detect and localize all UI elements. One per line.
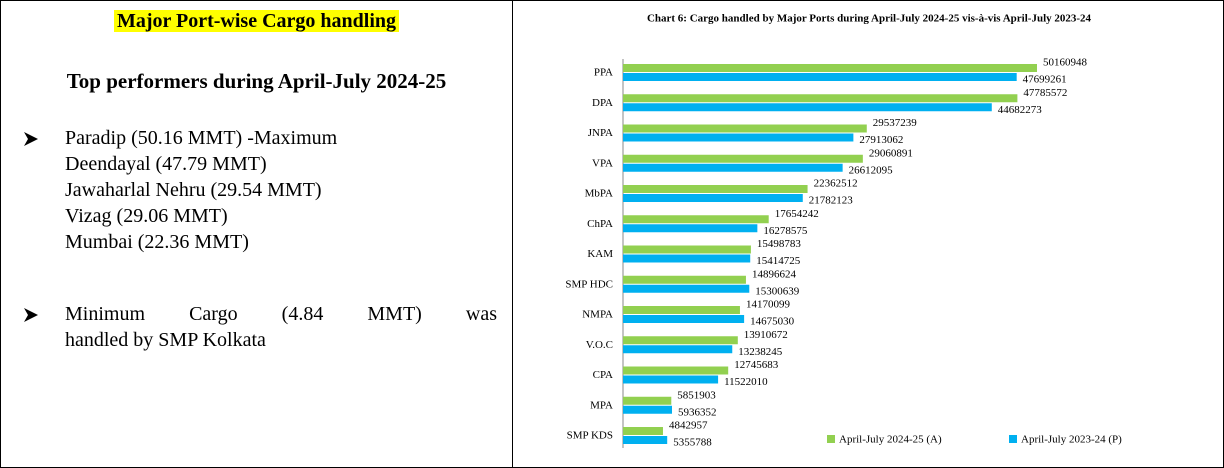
data-label: 47699261 xyxy=(1023,74,1067,86)
category-label: JNPA xyxy=(588,127,613,139)
data-label: 4842957 xyxy=(669,420,708,432)
data-label: 13238245 xyxy=(738,346,783,358)
bullet-arrow xyxy=(24,308,38,322)
data-label: 47785572 xyxy=(1023,87,1067,99)
bar xyxy=(623,64,1037,72)
category-label: VPA xyxy=(592,157,613,169)
bar xyxy=(623,336,738,345)
legend-swatch xyxy=(1009,435,1017,443)
bar xyxy=(623,427,663,435)
bar xyxy=(623,315,745,323)
category-label: SMP KDS xyxy=(567,430,613,442)
data-label: 29537239 xyxy=(873,117,918,129)
category-label: MPA xyxy=(590,399,613,411)
category-label: PPA xyxy=(594,67,613,79)
data-label: 14170099 xyxy=(746,299,791,311)
bar xyxy=(623,133,854,142)
bar xyxy=(623,254,751,263)
bar xyxy=(623,396,672,405)
bar xyxy=(623,154,863,163)
bar xyxy=(623,73,1017,81)
bar xyxy=(623,306,740,314)
category-label: V.O.C xyxy=(586,339,613,351)
bar xyxy=(623,366,729,375)
data-label: 5851903 xyxy=(677,389,716,401)
data-label: 15498783 xyxy=(757,238,802,250)
bullet-line: Paradip (50.16 MMT) -Maximum xyxy=(65,127,338,149)
category-label: ChPA xyxy=(587,218,613,230)
bar xyxy=(623,405,672,414)
category-label: CPA xyxy=(593,369,613,381)
data-label: 17654242 xyxy=(775,208,819,220)
bar xyxy=(623,124,867,133)
bullet: Paradip (50.16 MMT) -Maximum Deendayal (… xyxy=(65,125,497,255)
chart: Chart 6: Cargo handled by Major Ports du… xyxy=(565,13,1122,449)
text-panel: Major Port-wise Cargo handling Top perfo… xyxy=(1,1,513,467)
data-label: 15300639 xyxy=(755,285,800,297)
bar xyxy=(623,194,803,202)
bullet-arrow xyxy=(24,132,38,146)
data-label: 16278575 xyxy=(763,225,808,237)
bullet-line: Jawaharlal Nehru (29.54 MMT) xyxy=(65,179,322,201)
bar xyxy=(623,375,719,384)
data-label: 50160948 xyxy=(1043,57,1088,69)
bar xyxy=(623,215,769,224)
bar xyxy=(623,94,1018,103)
bullet-line: Mumbai (22.36 MMT) xyxy=(65,231,249,253)
data-label: 12745683 xyxy=(734,359,779,371)
category-label: NMPA xyxy=(582,309,613,321)
bar xyxy=(623,185,808,193)
legend-label: April-July 2023-24 (P) xyxy=(1021,434,1122,446)
bar xyxy=(623,163,843,172)
panel-title: Major Port-wise Cargo handling xyxy=(1,10,512,33)
bar xyxy=(623,245,751,254)
bullet-line: Minimum Cargo (4.84 MMT) was xyxy=(65,303,497,325)
chart-title: Chart 6: Cargo handled by Major Ports du… xyxy=(647,13,1092,25)
bullet-line: handled by SMP Kolkata xyxy=(65,329,266,351)
bar xyxy=(623,436,668,444)
data-label: 22362512 xyxy=(814,178,858,190)
bar xyxy=(623,224,758,233)
data-label: 5936352 xyxy=(678,406,717,418)
bullet: Minimum Cargo (4.84 MMT) was handled by … xyxy=(65,301,497,353)
data-label: 21782123 xyxy=(809,195,854,207)
category-label: KAM xyxy=(587,248,613,260)
title-text: Major Port-wise Cargo handling xyxy=(113,10,400,32)
bullet-line: Vizag (29.06 MMT) xyxy=(65,205,228,227)
category-label: SMP HDC xyxy=(565,278,613,290)
data-label: 29060891 xyxy=(869,147,913,159)
data-label: 26612095 xyxy=(849,164,894,176)
bar xyxy=(623,275,746,284)
data-label: 5355788 xyxy=(673,437,712,449)
bar xyxy=(623,345,733,354)
bar xyxy=(623,103,992,112)
data-label: 14675030 xyxy=(750,316,795,328)
data-label: 27913062 xyxy=(859,134,903,146)
data-label: 13910672 xyxy=(744,329,788,341)
bullet-line: Deendayal (47.79 MMT) xyxy=(65,153,267,175)
panel-heading: Top performers during April-July 2024-25 xyxy=(66,69,447,93)
data-label: 44682273 xyxy=(998,104,1043,116)
category-label: MbPA xyxy=(585,188,613,200)
category-label: DPA xyxy=(592,97,613,109)
data-label: 15414725 xyxy=(756,255,801,267)
data-label: 11522010 xyxy=(724,376,768,388)
legend-swatch xyxy=(827,435,835,443)
bar xyxy=(623,284,750,293)
data-label: 14896624 xyxy=(752,268,797,280)
legend-label: April-July 2024-25 (A) xyxy=(839,434,942,446)
